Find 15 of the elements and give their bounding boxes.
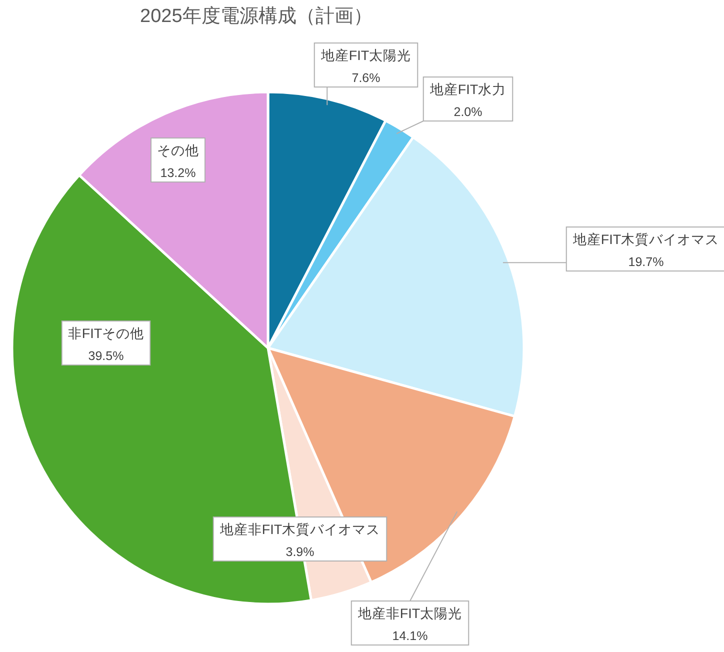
slice-label: その他 [157, 143, 199, 158]
slice-label: 地産FIT太陽光 [320, 48, 412, 63]
data-label: 7.6% [352, 71, 380, 85]
data-label: 3.9% [286, 545, 314, 559]
data-label: 19.7% [628, 255, 664, 269]
slice-label: 地産FIT木質バイオマス [572, 232, 720, 247]
slice-label: 地産FIT水力 [428, 82, 506, 97]
data-label: 2.0% [454, 105, 482, 119]
data-label: 14.1% [392, 629, 428, 643]
slice-label: 非FITその他 [68, 326, 144, 341]
data-label: 13.2% [160, 166, 196, 180]
data-label: 39.5% [88, 349, 124, 363]
slice-label: 地産非FIT木質バイオマス [218, 522, 380, 537]
slice-label: 地産非FIT太陽光 [356, 606, 462, 621]
chart-title: 2025年度電源構成（計画） [140, 5, 372, 27]
